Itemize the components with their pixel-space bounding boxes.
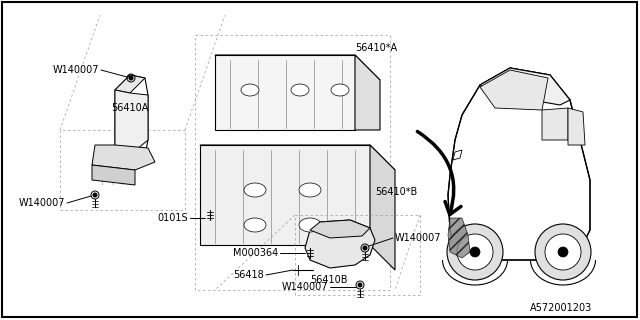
Polygon shape: [448, 68, 590, 260]
Polygon shape: [448, 218, 470, 258]
Polygon shape: [200, 145, 370, 245]
Polygon shape: [310, 220, 370, 238]
Text: W140007: W140007: [52, 65, 99, 75]
Text: 56410*A: 56410*A: [355, 43, 397, 53]
Circle shape: [457, 234, 493, 270]
Circle shape: [558, 247, 568, 257]
Text: W140007: W140007: [19, 198, 65, 208]
Ellipse shape: [299, 218, 321, 232]
Text: 56418: 56418: [233, 270, 264, 280]
Polygon shape: [542, 108, 568, 140]
Text: 56410B: 56410B: [310, 275, 348, 285]
Polygon shape: [215, 55, 380, 80]
Polygon shape: [568, 108, 585, 145]
Polygon shape: [115, 75, 145, 93]
Text: 56410*B: 56410*B: [375, 187, 417, 197]
Ellipse shape: [291, 84, 309, 96]
Polygon shape: [92, 145, 155, 170]
Text: 56410A: 56410A: [111, 103, 148, 113]
Text: 0101S: 0101S: [157, 213, 188, 223]
Text: A572001203: A572001203: [530, 303, 592, 313]
Circle shape: [447, 224, 503, 280]
Polygon shape: [200, 145, 395, 170]
Circle shape: [129, 76, 133, 80]
Ellipse shape: [241, 84, 259, 96]
Ellipse shape: [244, 218, 266, 232]
Circle shape: [535, 224, 591, 280]
Polygon shape: [355, 55, 380, 130]
Polygon shape: [480, 70, 548, 110]
Text: M000364: M000364: [233, 248, 278, 258]
Text: W140007: W140007: [395, 233, 442, 243]
FancyArrowPatch shape: [417, 132, 461, 215]
Polygon shape: [305, 220, 375, 268]
Circle shape: [470, 247, 480, 257]
Polygon shape: [215, 55, 355, 130]
Circle shape: [545, 234, 581, 270]
Circle shape: [93, 193, 97, 197]
Polygon shape: [480, 68, 570, 105]
Ellipse shape: [244, 183, 266, 197]
Polygon shape: [115, 75, 148, 155]
Text: W140007: W140007: [282, 282, 328, 292]
Polygon shape: [92, 165, 135, 185]
Polygon shape: [370, 145, 395, 270]
Polygon shape: [453, 150, 462, 160]
Ellipse shape: [331, 84, 349, 96]
Circle shape: [364, 246, 367, 250]
Polygon shape: [115, 90, 148, 155]
Circle shape: [358, 283, 362, 287]
Ellipse shape: [299, 183, 321, 197]
